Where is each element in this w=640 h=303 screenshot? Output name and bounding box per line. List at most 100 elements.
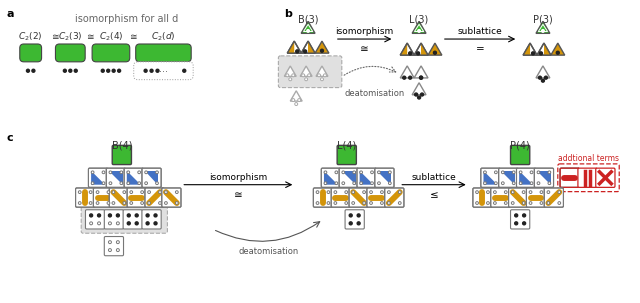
Text: $C_2(4)$: $C_2(4)$ (99, 31, 123, 43)
Circle shape (486, 201, 490, 205)
Circle shape (513, 171, 515, 174)
FancyBboxPatch shape (86, 210, 105, 229)
Circle shape (486, 191, 490, 194)
FancyBboxPatch shape (375, 168, 394, 187)
Circle shape (92, 182, 94, 185)
Polygon shape (324, 171, 338, 185)
Circle shape (301, 74, 305, 77)
Circle shape (323, 74, 326, 77)
Circle shape (530, 182, 533, 185)
Circle shape (345, 191, 348, 194)
Circle shape (398, 201, 401, 205)
Polygon shape (428, 43, 442, 55)
Polygon shape (523, 43, 537, 55)
FancyBboxPatch shape (526, 188, 546, 207)
Polygon shape (414, 43, 428, 55)
Circle shape (495, 182, 497, 185)
Circle shape (146, 214, 149, 217)
Circle shape (92, 171, 94, 174)
Circle shape (108, 222, 111, 225)
Circle shape (127, 182, 130, 185)
Text: P(4): P(4) (510, 140, 530, 150)
Text: ≤: ≤ (429, 190, 438, 200)
Text: $C_2(2)$: $C_2(2)$ (19, 31, 43, 43)
Polygon shape (284, 66, 296, 76)
FancyBboxPatch shape (511, 210, 530, 229)
FancyBboxPatch shape (544, 188, 563, 207)
Circle shape (108, 241, 111, 244)
Circle shape (101, 69, 104, 72)
Circle shape (541, 30, 544, 32)
Polygon shape (291, 91, 302, 101)
FancyBboxPatch shape (106, 168, 125, 187)
Polygon shape (378, 171, 391, 185)
FancyBboxPatch shape (20, 44, 42, 62)
Circle shape (327, 191, 330, 194)
Circle shape (144, 69, 147, 72)
Circle shape (342, 171, 345, 174)
Circle shape (476, 201, 479, 205)
Circle shape (156, 182, 158, 185)
Circle shape (523, 222, 525, 225)
Circle shape (90, 222, 93, 225)
Circle shape (363, 191, 365, 194)
Circle shape (540, 201, 543, 205)
Circle shape (307, 30, 309, 32)
Circle shape (558, 201, 561, 205)
Circle shape (96, 191, 99, 194)
Circle shape (548, 171, 551, 174)
FancyBboxPatch shape (127, 188, 147, 207)
Circle shape (381, 201, 383, 205)
Circle shape (316, 191, 319, 194)
Circle shape (548, 182, 551, 185)
Circle shape (334, 191, 337, 194)
Circle shape (370, 191, 372, 194)
Circle shape (398, 191, 401, 194)
Circle shape (515, 222, 518, 225)
Polygon shape (400, 66, 414, 78)
Circle shape (532, 52, 534, 55)
Circle shape (378, 171, 380, 174)
Circle shape (558, 191, 561, 194)
Circle shape (403, 76, 406, 79)
Circle shape (513, 182, 515, 185)
Circle shape (123, 191, 125, 194)
Circle shape (335, 182, 338, 185)
Circle shape (316, 201, 319, 205)
Circle shape (317, 74, 321, 77)
Text: b: b (284, 9, 292, 19)
Polygon shape (360, 171, 374, 185)
Circle shape (116, 241, 119, 244)
Circle shape (409, 76, 412, 79)
Circle shape (292, 98, 295, 102)
Text: sublattice: sublattice (412, 173, 456, 182)
Circle shape (127, 214, 131, 217)
Circle shape (324, 182, 327, 185)
Polygon shape (544, 43, 551, 55)
Circle shape (145, 182, 147, 185)
FancyBboxPatch shape (278, 56, 342, 88)
Text: isomorphism: isomorphism (209, 173, 268, 182)
Polygon shape (316, 66, 328, 76)
Polygon shape (421, 43, 428, 55)
Text: $C_2(3)$: $C_2(3)$ (58, 31, 83, 43)
Circle shape (420, 93, 424, 96)
Polygon shape (400, 43, 407, 55)
Circle shape (545, 76, 547, 79)
Circle shape (32, 69, 35, 72)
FancyBboxPatch shape (81, 205, 168, 233)
FancyBboxPatch shape (357, 168, 376, 187)
Text: c: c (7, 133, 13, 143)
Text: isomorphism: isomorphism (335, 27, 394, 36)
Circle shape (522, 191, 525, 194)
Circle shape (286, 74, 289, 77)
Circle shape (484, 171, 486, 174)
Circle shape (141, 191, 143, 194)
Circle shape (433, 51, 436, 54)
FancyBboxPatch shape (314, 188, 333, 207)
Circle shape (420, 76, 422, 79)
FancyBboxPatch shape (136, 44, 191, 62)
Circle shape (135, 214, 138, 217)
Circle shape (116, 222, 119, 225)
Circle shape (349, 214, 352, 217)
